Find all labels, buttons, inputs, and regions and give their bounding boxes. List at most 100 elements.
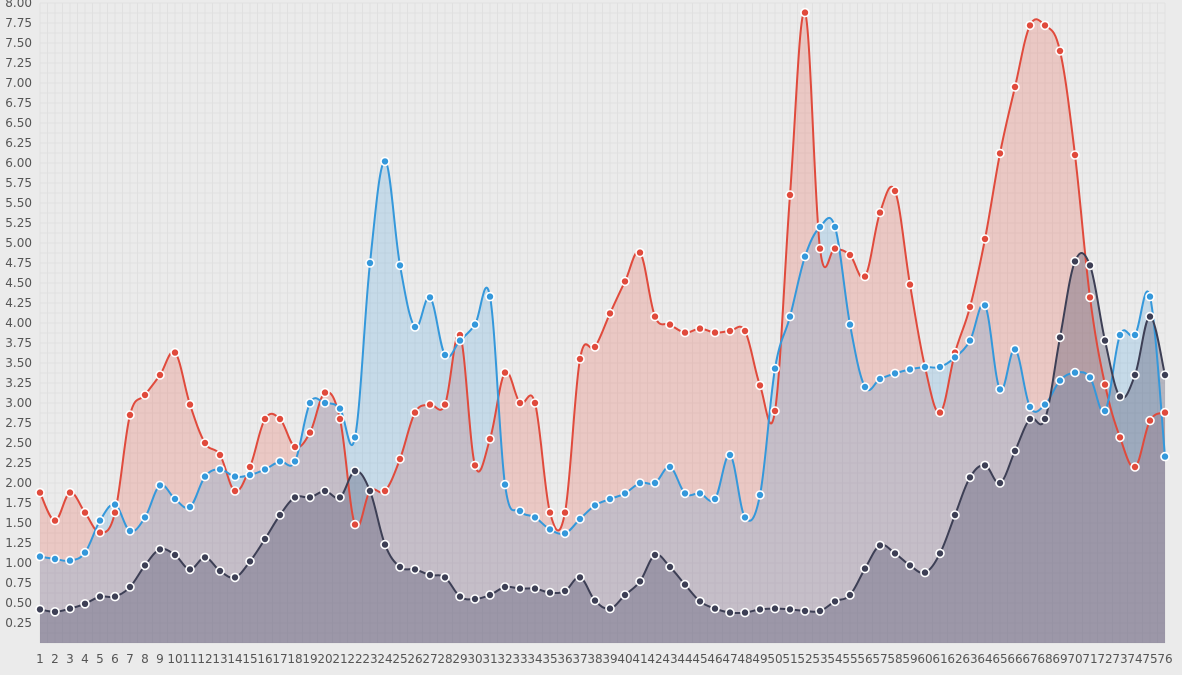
series-3-point[interactable] [545, 587, 555, 598]
series-2-point[interactable] [710, 494, 720, 504]
series-1-point[interactable] [935, 407, 945, 418]
series-3-point[interactable] [755, 604, 765, 615]
series-2-point[interactable] [140, 512, 150, 523]
series-1-point[interactable] [500, 367, 510, 378]
series-3-point[interactable] [740, 607, 750, 618]
series-2-point[interactable] [1160, 451, 1170, 462]
series-3-point[interactable] [635, 576, 645, 587]
series-2-point[interactable] [1115, 330, 1125, 340]
series-1-point[interactable] [665, 319, 675, 330]
series-3-point[interactable] [1070, 256, 1080, 267]
series-2-point[interactable] [185, 502, 195, 512]
series-2-point[interactable] [215, 464, 225, 475]
series-1-point[interactable] [830, 243, 840, 254]
series-1-point[interactable] [815, 243, 825, 254]
series-3-point[interactable] [680, 579, 690, 590]
series-2-point[interactable] [110, 499, 120, 510]
series-2-point[interactable] [335, 403, 345, 414]
series-1-point[interactable] [1160, 407, 1170, 418]
series-1-point[interactable] [185, 399, 195, 410]
series-2-point[interactable] [620, 488, 630, 499]
series-3-point[interactable] [980, 460, 990, 471]
series-2-point[interactable] [920, 362, 930, 372]
series-3-point[interactable] [305, 492, 315, 503]
series-2-point[interactable] [290, 456, 300, 467]
series-2-point[interactable] [560, 528, 570, 539]
series-1-point[interactable] [740, 326, 750, 336]
series-1-point[interactable] [95, 527, 105, 538]
series-2-point[interactable] [635, 478, 645, 488]
series-1-point[interactable] [650, 311, 660, 322]
series-2-point[interactable] [950, 352, 960, 363]
series-2-point[interactable] [320, 398, 330, 408]
series-2-point[interactable] [170, 494, 180, 504]
series-1-point[interactable] [980, 234, 990, 244]
series-1-point[interactable] [335, 414, 345, 424]
series-1-point[interactable] [575, 354, 585, 364]
series-3-point[interactable] [260, 534, 270, 544]
series-1-point[interactable] [170, 347, 180, 358]
series-2-point[interactable] [845, 319, 855, 330]
series-2-point[interactable] [1055, 375, 1065, 386]
series-3-point[interactable] [560, 586, 570, 596]
series-3-point[interactable] [800, 606, 810, 616]
series-1-point[interactable] [1115, 432, 1125, 443]
series-3-point[interactable] [575, 572, 585, 583]
series-3-point[interactable] [1100, 335, 1110, 346]
series-3-point[interactable] [125, 582, 135, 592]
series-2-point[interactable] [230, 471, 240, 482]
series-1-point[interactable] [620, 276, 630, 287]
series-2-point[interactable] [80, 547, 90, 558]
series-1-point[interactable] [545, 507, 555, 518]
series-1-point[interactable] [785, 190, 795, 200]
series-3-point[interactable] [770, 603, 780, 614]
series-2-point[interactable] [860, 382, 870, 392]
series-3-point[interactable] [110, 591, 120, 602]
series-3-point[interactable] [875, 540, 885, 551]
series-3-point[interactable] [650, 550, 660, 560]
series-3-point[interactable] [995, 478, 1005, 488]
series-3-point[interactable] [155, 544, 165, 555]
series-1-point[interactable] [770, 406, 780, 416]
series-3-point[interactable] [95, 591, 105, 602]
series-3-point[interactable] [335, 492, 345, 503]
series-2-point[interactable] [200, 471, 210, 482]
series-2-point[interactable] [365, 258, 375, 268]
series-3-point[interactable] [410, 564, 420, 575]
series-2-point[interactable] [260, 464, 270, 475]
series-3-point[interactable] [500, 582, 510, 592]
series-1-point[interactable] [530, 398, 540, 408]
series-2-point[interactable] [1010, 344, 1020, 355]
series-2-point[interactable] [455, 335, 465, 346]
series-2-point[interactable] [515, 506, 525, 516]
series-1-point[interactable] [140, 390, 150, 400]
series-3-point[interactable] [950, 510, 960, 520]
series-1-point[interactable] [995, 148, 1005, 159]
series-2-point[interactable] [680, 488, 690, 499]
series-2-point[interactable] [800, 251, 810, 262]
series-1-point[interactable] [1145, 415, 1155, 426]
series-2-point[interactable] [1070, 367, 1080, 378]
series-2-point[interactable] [665, 462, 675, 472]
series-1-point[interactable] [635, 247, 645, 258]
series-3-point[interactable] [590, 595, 600, 606]
series-3-point[interactable] [395, 562, 405, 572]
series-2-point[interactable] [1145, 291, 1155, 302]
series-3-point[interactable] [380, 539, 390, 550]
series-3-point[interactable] [425, 570, 435, 580]
series-1-point[interactable] [1070, 150, 1080, 160]
series-3-point[interactable] [665, 562, 675, 572]
series-1-point[interactable] [410, 407, 420, 418]
series-1-point[interactable] [395, 454, 405, 464]
series-2-point[interactable] [875, 374, 885, 384]
series-3-point[interactable] [515, 583, 525, 594]
series-3-point[interactable] [485, 590, 495, 600]
series-1-point[interactable] [1010, 82, 1020, 92]
series-1-point[interactable] [80, 507, 90, 518]
series-1-point[interactable] [695, 323, 705, 334]
series-2-point[interactable] [380, 156, 390, 167]
series-1-point[interactable] [320, 387, 330, 398]
series-1-point[interactable] [875, 207, 885, 218]
series-2-point[interactable] [470, 319, 480, 330]
series-3-point[interactable] [1160, 370, 1170, 380]
